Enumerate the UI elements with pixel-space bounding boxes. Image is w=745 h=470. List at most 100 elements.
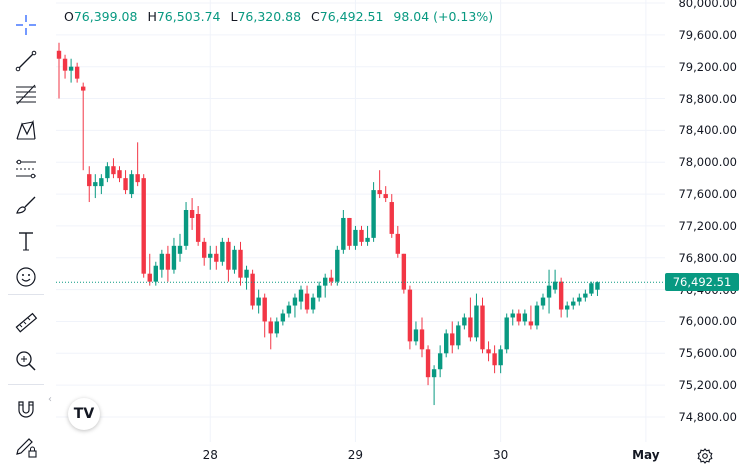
candle-body [492,353,497,366]
candle-body [437,353,443,370]
candle-body [431,369,437,378]
candle-body [56,50,62,59]
candle-body [62,58,68,71]
price-tick-label: 74,800.00 [678,410,737,424]
measure-tool[interactable] [9,308,43,338]
collapse-toolbar-button[interactable]: ‹ [48,393,52,405]
candle-body [462,317,467,326]
smiley-icon [16,267,36,287]
candle-body [87,174,92,187]
candle-body [419,329,425,350]
candle-body [413,329,419,342]
crosshair-tool[interactable] [9,10,43,40]
candlestick-chart[interactable] [56,0,665,442]
trend-line-tool[interactable] [9,46,43,76]
candle-body [486,349,491,354]
prediction-tool[interactable] [9,154,43,184]
candle-body [232,249,237,270]
candle-body [395,233,400,254]
price-tick-label: 75,200.00 [678,378,737,393]
candle-body [274,321,279,334]
candle-body [189,210,195,218]
candle-body [195,213,201,242]
crosshair-icon [16,15,36,35]
candle-body [93,182,98,187]
candle-body [565,305,570,310]
price-tick-label: 78,800.00 [678,91,737,106]
candle-body [141,178,146,274]
candle-body [571,301,576,306]
candle-body [377,190,382,195]
candle-body [171,245,177,270]
candle-body [468,317,473,338]
trend-line-icon [15,50,37,72]
candle-body [304,293,310,310]
time-tick-label: May [632,448,660,462]
xabcd-pattern-icon [16,119,36,140]
emoji-tool[interactable] [9,262,43,292]
toolbar-separator [8,384,44,385]
candle-body [522,313,528,322]
candle-body [111,166,116,175]
time-tick-label: 28 [202,448,218,462]
toolbar-separator [8,294,44,295]
magnet-icon [18,401,34,418]
chart-pane[interactable] [56,0,665,442]
candle-body [444,333,449,354]
candle-body [534,305,540,326]
candle-body [153,265,158,282]
price-tick-label: 77,600.00 [678,187,737,202]
candle-body [528,321,534,326]
price-tick-label: 79,600.00 [678,27,737,42]
candle-body [286,305,292,314]
candle-body [365,237,370,242]
candle-body [280,313,286,322]
text-tool[interactable] [9,226,43,256]
text-icon [19,232,33,251]
change-value: 98.04 (+0.13%) [393,9,494,24]
high-value: 76,503.74 [156,9,221,24]
candle-body [558,281,564,310]
zoom-tool[interactable] [9,346,43,376]
candle-body [347,217,352,246]
candle-body [310,297,316,310]
open-label: O [64,9,74,24]
candle-body [268,321,273,334]
chart-settings-button[interactable] [696,447,714,465]
time-tick-label: 30 [493,448,509,462]
candle-body [546,285,552,298]
candle-body [165,253,171,270]
drawing-toolbar [0,0,52,470]
candle-body [238,249,243,278]
candle-body [135,174,140,183]
last-price-label: 76,492.51 [665,273,739,292]
candle-body [262,297,267,322]
candle-body [74,66,80,79]
fib-retracement-tool[interactable] [9,80,43,110]
price-tick-label: 77,200.00 [678,218,737,233]
open-value: 76,399.08 [73,9,138,24]
magnet-tool[interactable] [9,394,43,424]
ohlc-legend: O76,399.08 H76,503.74 L76,320.88 C76,492… [64,9,493,24]
candle-body [202,241,207,258]
price-axis[interactable]: 80,000.00 79,600.00 79,200.00 78,800.00 78,4… [665,0,745,442]
brush-icon [16,196,36,214]
tradingview-logo[interactable]: TV [68,398,100,430]
close-label: C [311,9,320,24]
time-axis[interactable]: 28 29 30 May [56,442,665,470]
price-tick-label: 76,800.00 [678,250,737,265]
low-label: L [230,9,238,24]
pattern-tool[interactable] [9,116,43,146]
candle-body [456,325,461,346]
candle-body [292,297,298,306]
candle-body [371,190,376,238]
candle-body [226,241,231,270]
candle-body [474,305,479,338]
candle-body [214,253,219,262]
brush-tool[interactable] [9,190,43,220]
candle-body [595,282,600,290]
candle-body [577,297,582,302]
candle-body [68,66,74,71]
lock-drawings-tool[interactable] [9,432,43,462]
fib-lines-icon [16,84,36,105]
